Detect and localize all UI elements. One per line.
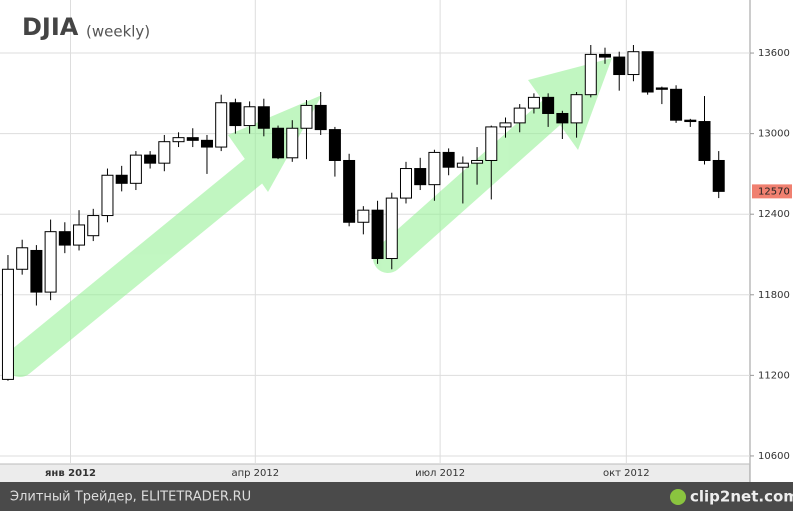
candle-body <box>343 159 356 223</box>
candle-body <box>513 107 526 124</box>
candle-body <box>712 159 725 192</box>
last-value-label: 12570 <box>758 186 790 197</box>
candle-body <box>16 247 29 270</box>
candle-body <box>215 102 228 148</box>
candle-body <box>328 129 341 161</box>
y-tick-label: 13600 <box>758 48 790 59</box>
footer-bar <box>0 482 793 511</box>
candle-body <box>698 121 711 161</box>
candle-body <box>613 56 626 76</box>
candle-body <box>527 96 540 109</box>
candle-body <box>73 224 86 246</box>
x-tick-label: янв 2012 <box>45 468 96 479</box>
candle-body <box>186 137 199 141</box>
candle-body <box>300 104 313 129</box>
candle-body <box>286 127 299 159</box>
candle-body <box>58 231 71 246</box>
candle-body <box>399 168 412 199</box>
candle-body <box>371 209 384 260</box>
y-tick-label: 11800 <box>758 290 790 301</box>
candle-body <box>129 154 142 184</box>
footer-text: Элитный Трейдер, ELITETRADER.RU <box>10 490 251 505</box>
chart-subtitle: (weekly) <box>86 23 150 41</box>
candle-body <box>684 119 697 123</box>
candle-body <box>314 104 327 131</box>
candle-body <box>385 197 398 260</box>
y-tick-label: 13000 <box>758 129 790 140</box>
arrow-body <box>373 90 575 273</box>
candle-body <box>257 106 270 129</box>
candle-body <box>229 102 242 127</box>
candle-body <box>414 168 427 186</box>
last-value-box <box>752 184 792 199</box>
logo-icon <box>670 489 686 505</box>
x-tick-label: апр 2012 <box>231 468 279 479</box>
x-axis-strip <box>0 464 750 482</box>
candle-body <box>144 154 157 164</box>
candle-body <box>1 268 14 380</box>
y-tick-label: 11200 <box>758 370 790 381</box>
candle-body <box>115 174 128 184</box>
candle-body <box>87 215 100 237</box>
candle-body <box>542 96 555 114</box>
candle-body <box>627 51 640 76</box>
candle-body <box>556 112 569 124</box>
candle-body <box>357 209 370 223</box>
arrow-body <box>5 155 270 377</box>
candle-body <box>471 159 484 164</box>
candle-body <box>200 139 213 148</box>
chart-title: DJIA <box>22 13 79 41</box>
candle-body <box>101 174 114 217</box>
candle-body <box>670 88 683 121</box>
logo: clip2net.com <box>690 488 793 506</box>
candle-body <box>442 151 455 168</box>
candle-body <box>44 231 57 293</box>
y-tick-label: 10600 <box>758 451 790 462</box>
candle-body <box>172 137 185 143</box>
y-tick-label: 12400 <box>758 209 790 220</box>
candle-body <box>641 51 654 93</box>
candle-body <box>456 162 469 168</box>
candle-body <box>428 151 441 186</box>
candle-body <box>584 53 597 96</box>
candle-body <box>485 126 498 161</box>
candle-body <box>599 53 612 58</box>
candle-body <box>655 87 668 90</box>
candle-body <box>272 127 285 159</box>
candle-body <box>30 249 43 293</box>
candle-body <box>499 122 512 128</box>
candle-body <box>570 94 583 124</box>
x-tick-label: окт 2012 <box>603 468 650 479</box>
candle-body <box>243 106 256 127</box>
candle-body <box>158 141 171 164</box>
x-tick-label: июл 2012 <box>415 468 465 479</box>
